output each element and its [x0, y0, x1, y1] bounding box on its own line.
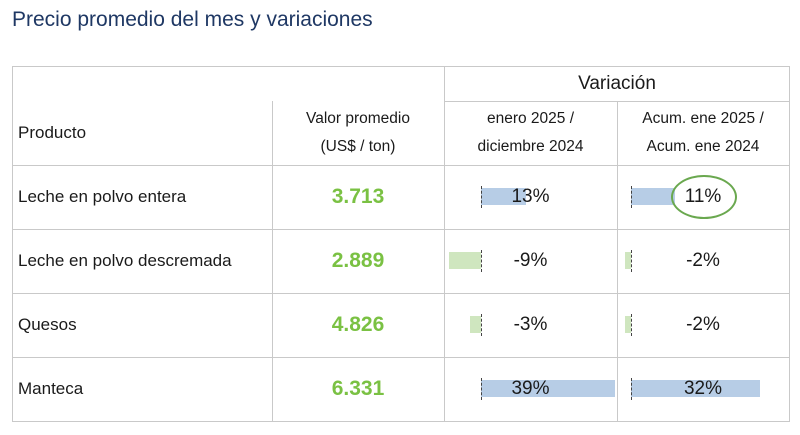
acum-header: Acum. ene 2025 / Acum. ene 2024 — [617, 101, 789, 165]
mensual-variation-cell: 13% — [511, 186, 550, 207]
mensual-bar — [481, 380, 615, 397]
acum-variation-cell: 11% — [684, 186, 722, 207]
acum-variation-cell: -2% — [686, 314, 720, 335]
valor-cell: 3.713 — [331, 185, 385, 208]
table-border-top — [12, 66, 790, 67]
col-divider — [444, 66, 445, 422]
mensual-axis-line — [481, 250, 482, 272]
mensual-variation-cell: -9% — [513, 250, 548, 271]
mensual-variation-cell: -3% — [513, 314, 548, 335]
mensual-axis-line — [481, 314, 482, 336]
mensual-bar — [449, 252, 481, 269]
valor-cell: 2.889 — [331, 249, 385, 272]
mensual-bar — [470, 316, 481, 333]
producto-cell: Quesos — [18, 315, 77, 334]
valor-header: Valor promedio (US$ / ton) — [272, 101, 444, 165]
table-border-left — [12, 66, 13, 422]
producto-cell: Manteca — [18, 379, 84, 398]
acum-variation-cell: 32% — [683, 378, 723, 399]
valor-cell: 4.826 — [331, 313, 385, 336]
acum-variation-cell: -2% — [686, 250, 720, 271]
valor-cell: 6.331 — [331, 377, 385, 400]
page-title: Precio promedio del mes y variaciones — [12, 8, 373, 31]
valor-header-line2: (US$ / ton) — [320, 138, 396, 155]
mensual-bar — [481, 188, 526, 205]
mensual-header-line2: diciembre 2024 — [477, 138, 584, 155]
acum-bar — [625, 252, 631, 269]
row-divider — [12, 165, 790, 166]
col-divider — [617, 101, 618, 422]
producto-cell: Leche en polvo descremada — [18, 251, 232, 270]
table-border-bottom — [12, 421, 790, 422]
acum-bar — [631, 380, 760, 397]
mensual-header: enero 2025 / diciembre 2024 — [444, 101, 617, 165]
mensual-axis-line — [481, 186, 482, 208]
acum-bar — [625, 316, 631, 333]
mensual-variation-cell: 39% — [511, 378, 550, 399]
row-divider — [12, 229, 790, 230]
row-divider — [12, 357, 790, 358]
col-divider — [272, 101, 273, 422]
mensual-header-line1: enero 2025 / — [486, 110, 575, 127]
acum-axis-line — [631, 314, 632, 336]
acum-axis-line — [631, 378, 632, 400]
acum-axis-line — [631, 186, 632, 208]
price-table: Variación Producto Valor promedio (US$ /… — [12, 66, 790, 422]
acum-header-line1: Acum. ene 2025 / — [642, 110, 764, 127]
acum-header-line2: Acum. ene 2024 — [646, 138, 760, 155]
mensual-axis-line — [481, 378, 482, 400]
acum-axis-line — [631, 250, 632, 272]
highlight-circle — [671, 175, 737, 219]
row-divider — [12, 293, 790, 294]
producto-cell: Leche en polvo entera — [18, 187, 187, 206]
valor-header-line1: Valor promedio — [306, 110, 410, 127]
producto-header: Producto — [18, 123, 87, 142]
acum-bar — [631, 188, 676, 205]
variacion-header: Variación — [578, 72, 656, 94]
table-border-right — [789, 66, 790, 422]
